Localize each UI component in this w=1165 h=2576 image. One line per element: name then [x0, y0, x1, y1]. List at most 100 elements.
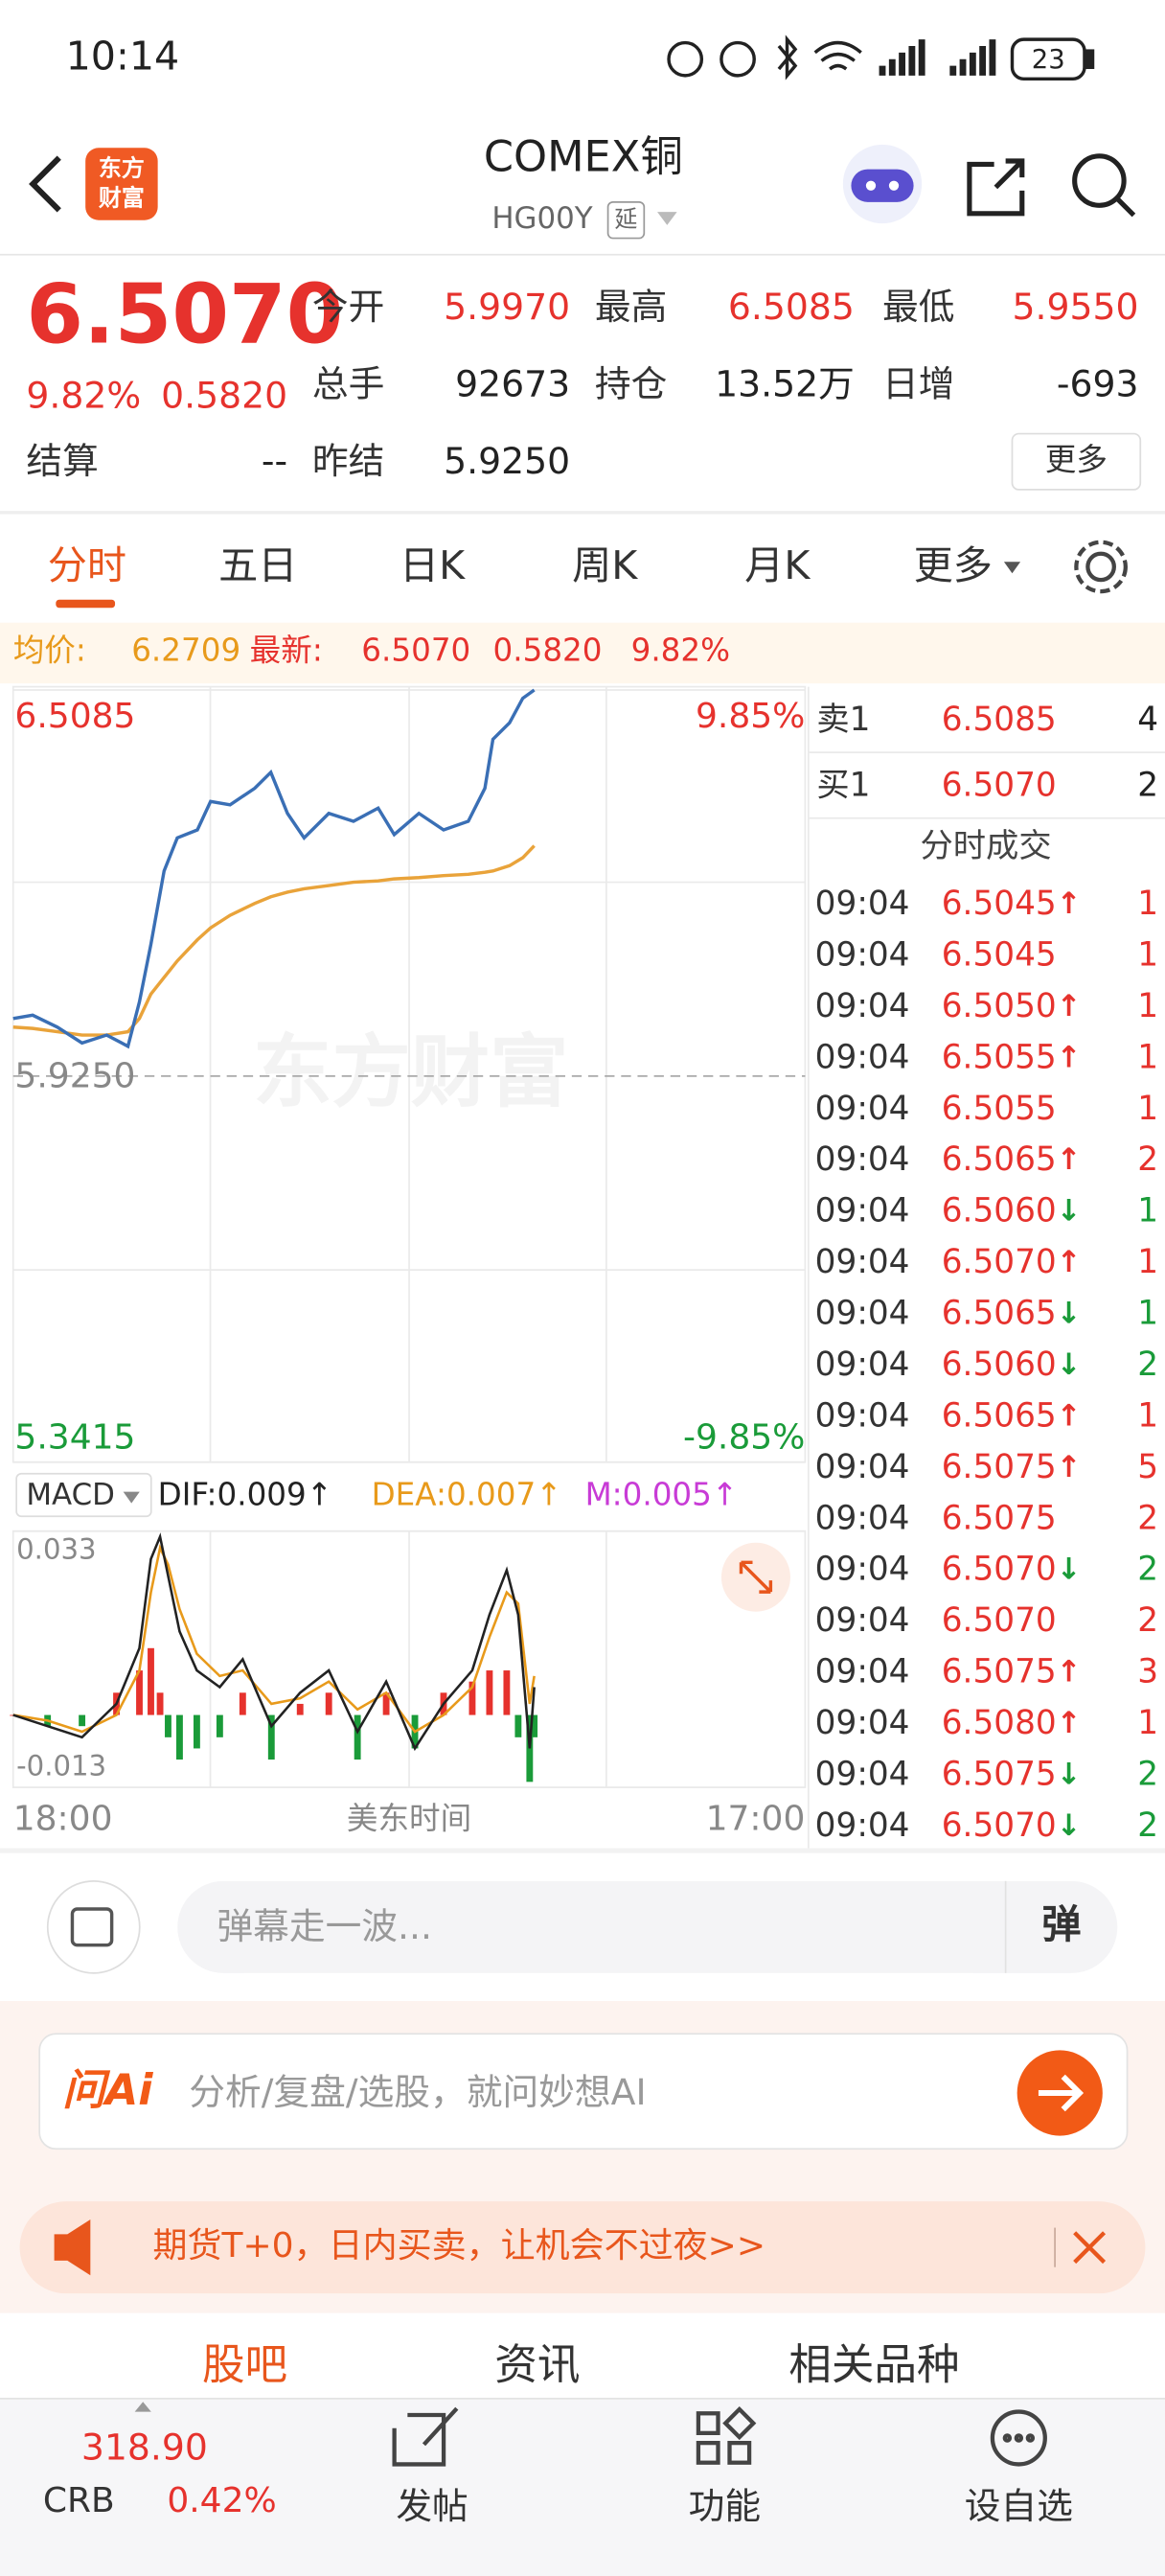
macd-bar — [503, 1670, 511, 1715]
comment-input[interactable] — [177, 1880, 1118, 1973]
trade-volume: 1 — [1137, 1192, 1158, 1230]
trade-time: 09:04 — [815, 1653, 910, 1691]
period-tab[interactable]: 分时 — [48, 542, 126, 588]
nav-item[interactable]: 功能 — [689, 2485, 761, 2527]
more-button[interactable] — [1011, 432, 1142, 491]
search-icon[interactable] — [1072, 153, 1136, 218]
field-label: 结算 — [26, 440, 98, 482]
trade-volume: 1 — [1137, 1243, 1158, 1281]
nav-item[interactable]: 发帖 — [396, 2485, 468, 2527]
dif-label: DIF:0.009↑ — [158, 1477, 332, 1513]
period-tab[interactable]: 更多 — [914, 542, 993, 588]
info-bar — [0, 622, 1165, 684]
trade-arrow: ↑ — [1057, 1398, 1082, 1433]
bottom-nav — [0, 2398, 1165, 2576]
section-tab[interactable]: 相关品种 — [788, 2339, 959, 2389]
x-axis-label: 美东时间 — [347, 1800, 471, 1836]
ai-input[interactable] — [38, 2033, 1129, 2150]
trade-time: 09:04 — [815, 1601, 910, 1640]
trade-price: 6.5050 — [942, 987, 1057, 1025]
macd-bar — [486, 1670, 493, 1715]
dropdown-icon — [123, 1491, 140, 1504]
trade-time: 09:04 — [815, 1806, 910, 1845]
section-tab[interactable]: 股吧 — [202, 2339, 287, 2389]
macd-tick-label: -0.013 — [16, 1750, 106, 1782]
field-label: 昨结 — [312, 440, 384, 482]
trade-volume: 1 — [1137, 936, 1158, 975]
more-button-label[interactable]: 更多 — [1045, 442, 1108, 478]
status-icons — [667, 34, 1095, 80]
trade-arrow: ↑ — [1057, 886, 1082, 921]
trade-volume: 2 — [1137, 1806, 1158, 1845]
trade-arrow: ↓ — [1057, 1194, 1082, 1229]
trade-price: 6.5055 — [942, 1038, 1057, 1076]
trade-time: 09:04 — [815, 1090, 910, 1128]
trade-price: 6.5075 — [942, 1653, 1057, 1691]
field-value: 5.9250 — [444, 440, 570, 482]
period-tab[interactable]: 周K — [572, 542, 638, 588]
index-marker — [134, 2402, 151, 2412]
section-tabs — [0, 2312, 1165, 2399]
trade-arrow: ↑ — [1057, 1655, 1082, 1690]
trade-volume: 2 — [1137, 1551, 1158, 1589]
share-icon[interactable] — [967, 158, 1025, 217]
close-button[interactable] — [1073, 2231, 1107, 2265]
robot-icon[interactable] — [842, 144, 923, 224]
nav-icons[interactable] — [392, 2405, 1047, 2467]
index-value: 318.90 — [81, 2426, 208, 2469]
avg-label: 均价: — [13, 632, 86, 669]
trade-time: 09:04 — [815, 1243, 910, 1281]
comment-placeholder[interactable]: 弹幕走一波... — [217, 1905, 432, 1947]
latest-label: 最新: — [250, 632, 323, 669]
settings-icon[interactable] — [1074, 540, 1128, 594]
period-tab[interactable]: 五日 — [218, 542, 297, 588]
trade-time: 09:04 — [815, 885, 910, 923]
trade-time: 09:04 — [815, 1755, 910, 1793]
trade-arrow: ↓ — [1057, 1552, 1082, 1587]
watermark: 东方财富 — [253, 1027, 568, 1118]
ai-submit[interactable] — [1017, 2050, 1103, 2136]
trade-time: 09:04 — [815, 1448, 910, 1486]
trade-arrow: ↑ — [1057, 1245, 1082, 1279]
section-tab[interactable]: 资讯 — [494, 2339, 580, 2389]
trade-volume: 1 — [1137, 987, 1158, 1025]
back-button[interactable] — [29, 155, 61, 213]
macd-bar — [267, 1714, 275, 1760]
change: 0.5820 — [161, 374, 287, 416]
period-tab[interactable]: 日K — [400, 542, 466, 588]
expand-icon[interactable] — [720, 1542, 790, 1612]
promo-text[interactable]: 期货T+0，日内买卖，让机会不过夜>> — [153, 2226, 766, 2266]
macd-selector[interactable] — [15, 1472, 152, 1518]
m-label: M:0.005↑ — [585, 1477, 739, 1513]
macd-bar — [148, 1647, 154, 1715]
macd-bar — [325, 1692, 332, 1715]
ai-logo: 问Ai — [62, 2065, 153, 2115]
macd-bar — [79, 1714, 86, 1727]
field-value: 6.5085 — [728, 286, 855, 328]
series-line — [12, 688, 536, 1049]
latest-value: 6.5070 — [361, 632, 470, 669]
trade-price: 6.5045 — [942, 936, 1057, 975]
trade-price: 6.5065 — [942, 1396, 1057, 1435]
tab-indicator — [56, 599, 116, 609]
trade-volume: 1 — [1137, 1038, 1158, 1076]
trade-time: 09:04 — [815, 1396, 910, 1435]
trades-title: 分时成交 — [920, 827, 1051, 865]
dropdown-icon[interactable] — [657, 212, 677, 225]
instrument-title: COMEX铜 — [484, 131, 683, 181]
field-value: 5.9970 — [444, 286, 570, 328]
macd-bar — [216, 1714, 223, 1737]
field-value: -- — [262, 440, 287, 482]
macd-selector-label: MACD — [26, 1478, 115, 1512]
nav-item[interactable]: 设自选 — [965, 2485, 1073, 2527]
field-label: 总手 — [312, 362, 384, 404]
danmaku-button[interactable]: 弹 — [1041, 1901, 1081, 1947]
comment-icon[interactable] — [46, 1879, 141, 1974]
promo-banner[interactable] — [19, 2201, 1146, 2294]
ai-placeholder[interactable]: 分析/复盘/选股，就问妙想AI — [189, 2071, 646, 2113]
period-tab[interactable]: 月K — [744, 542, 811, 588]
trade-time: 09:04 — [815, 1704, 910, 1742]
field-value: 13.52万 — [715, 362, 855, 404]
field-label: 最低 — [882, 286, 954, 328]
